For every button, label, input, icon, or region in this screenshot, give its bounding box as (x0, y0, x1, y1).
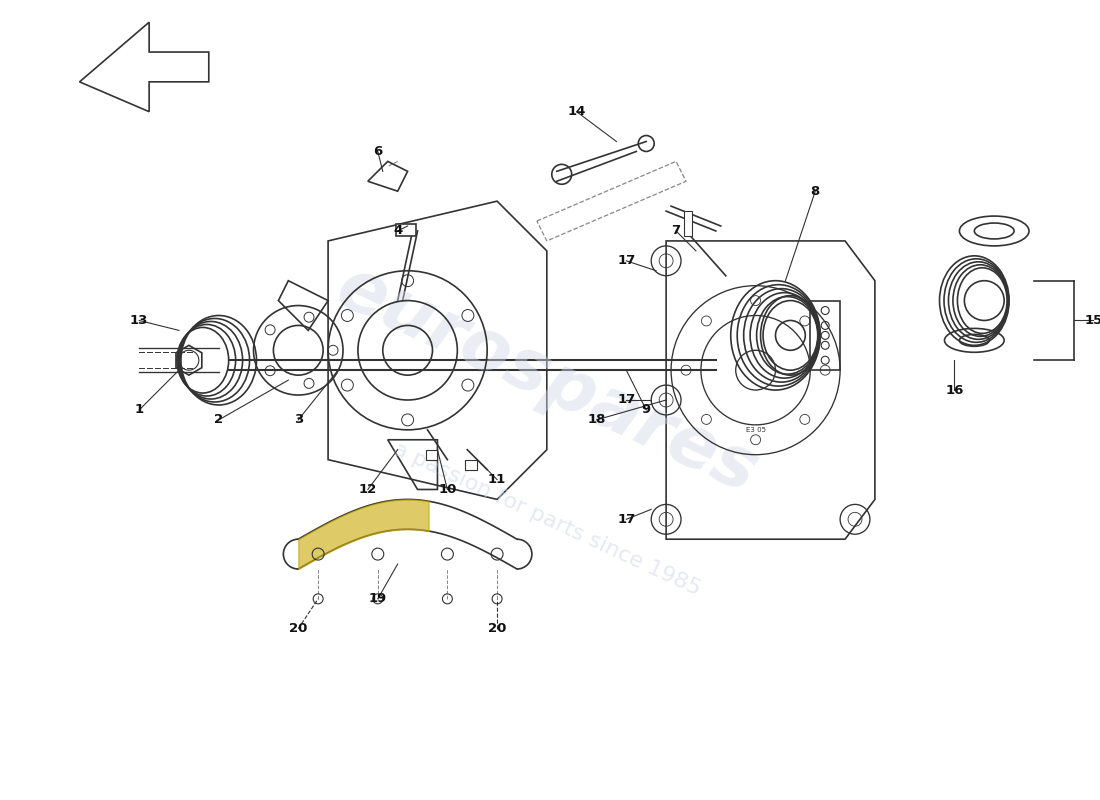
Text: 10: 10 (438, 483, 456, 496)
Text: eurospares: eurospares (326, 252, 769, 508)
Text: 11: 11 (488, 473, 506, 486)
Text: 13: 13 (130, 314, 148, 327)
Text: 18: 18 (587, 414, 606, 426)
Text: 17: 17 (617, 513, 636, 526)
Text: 4: 4 (393, 225, 403, 238)
Text: 19: 19 (368, 592, 387, 606)
Bar (426, 450, 438, 460)
Text: 17: 17 (617, 254, 636, 267)
Bar (684, 211, 692, 236)
Text: 7: 7 (671, 225, 681, 238)
Text: 1: 1 (134, 403, 144, 417)
Text: 16: 16 (945, 383, 964, 397)
Text: 8: 8 (811, 185, 819, 198)
Text: 14: 14 (568, 105, 586, 118)
Bar (396, 224, 416, 236)
Text: 6: 6 (373, 145, 383, 158)
Text: 17: 17 (617, 394, 636, 406)
Bar (465, 460, 477, 470)
Text: a passion for parts since 1985: a passion for parts since 1985 (389, 439, 704, 599)
Text: 9: 9 (641, 403, 651, 417)
Text: E3 05: E3 05 (746, 427, 766, 433)
Text: 2: 2 (214, 414, 223, 426)
Text: 3: 3 (294, 414, 302, 426)
Text: 15: 15 (1085, 314, 1100, 327)
Text: 12: 12 (359, 483, 377, 496)
Text: 20: 20 (488, 622, 506, 635)
Text: 20: 20 (289, 622, 307, 635)
